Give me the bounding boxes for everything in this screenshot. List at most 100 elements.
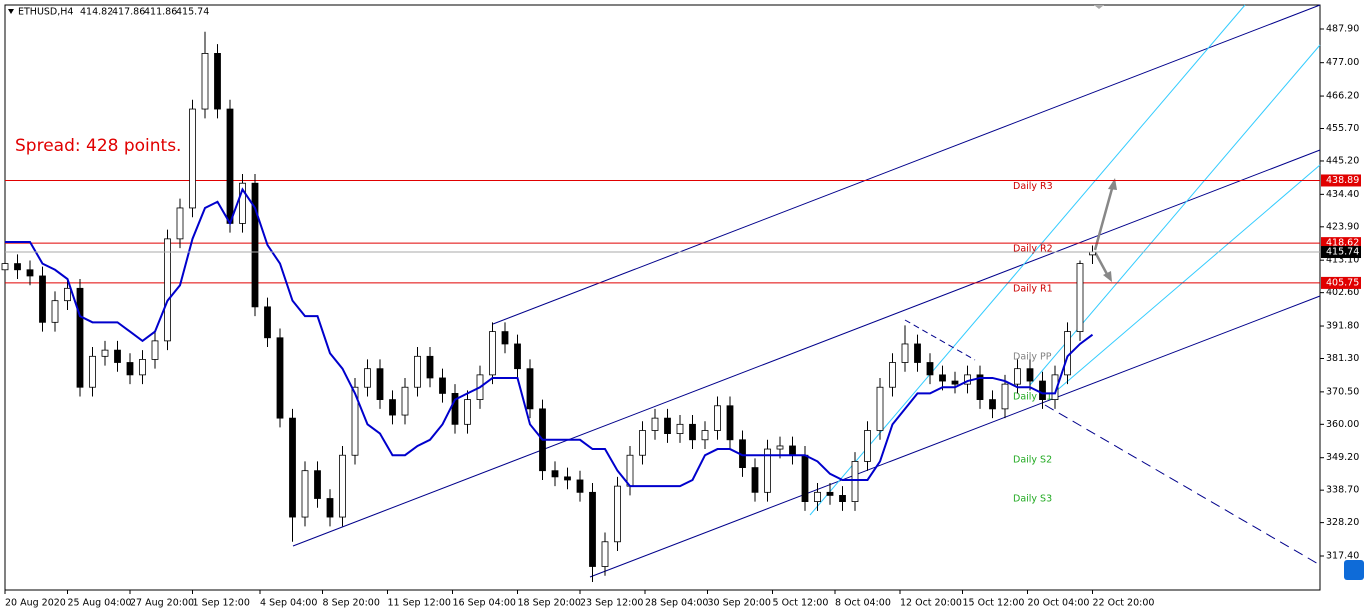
candle-body — [101, 349, 109, 357]
ohlc-low: 411.86 — [144, 7, 177, 18]
candle-body — [1076, 263, 1084, 332]
candle-body — [651, 417, 659, 431]
candle-body — [501, 331, 509, 345]
y-tick-label: 338.70 — [1326, 485, 1359, 496]
channel-line — [589, 295, 1321, 578]
candle-body — [451, 393, 459, 425]
y-tick-label: 455.70 — [1326, 123, 1359, 134]
level-tag-label: 438.89 — [1326, 175, 1359, 186]
candle-body — [151, 340, 159, 360]
x-tick-label: 1 Sep 12:00 — [193, 598, 250, 609]
x-tick-label: 27 Aug 20:00 — [130, 598, 194, 609]
candle-body — [1014, 368, 1021, 385]
candle-body — [89, 355, 96, 388]
candle-body — [351, 386, 359, 456]
candle-body — [589, 491, 596, 567]
arrow — [1093, 184, 1115, 251]
candle-body — [926, 362, 934, 376]
x-tick-label: 16 Sep 04:00 — [453, 598, 516, 609]
candle-body — [376, 368, 384, 400]
candle-body — [914, 343, 921, 363]
candle-body — [251, 182, 259, 308]
candle-body — [1, 263, 9, 271]
candle-body — [714, 405, 721, 431]
candle-body — [264, 306, 271, 339]
candle-body — [676, 423, 684, 434]
spread: Spread: 428 points. — [15, 136, 181, 156]
candle-body — [1039, 380, 1046, 400]
candle-body — [314, 470, 321, 499]
candle-body — [14, 263, 21, 271]
candle-body — [789, 445, 796, 456]
pivot-label: Daily R3 — [1013, 181, 1053, 192]
app-icon — [1344, 560, 1364, 580]
candle-body — [401, 386, 409, 416]
candle-body — [76, 287, 84, 388]
arrow-head — [1103, 271, 1112, 282]
x-tick-label: 8 Sep 20:00 — [323, 598, 380, 609]
candle-body — [176, 207, 184, 240]
y-tick-label: 402.60 — [1326, 287, 1359, 298]
y-tick-label: 360.00 — [1326, 419, 1359, 430]
dashed-line — [904, 319, 976, 361]
x-tick-label: 5 Oct 12:00 — [773, 598, 829, 609]
price-tag-label: 415.74 — [1326, 247, 1359, 258]
x-tick-label: 4 Sep 04:00 — [260, 598, 317, 609]
candle-body — [39, 275, 46, 323]
candle-body — [626, 454, 634, 487]
drawings — [8, 4, 1364, 580]
ohlc-close: 415.74 — [176, 7, 209, 18]
candle-body — [1026, 368, 1034, 382]
y-tick-label: 477.00 — [1326, 57, 1359, 68]
candle-body — [289, 417, 296, 518]
level-tag-label: 418.62 — [1326, 238, 1359, 249]
pivot-label: Daily R2 — [1013, 244, 1053, 255]
moving-average — [5, 187, 1094, 488]
x-tick-label: 23 Sep 12:00 — [580, 598, 643, 609]
price-tag — [1321, 246, 1361, 259]
level-tag-label: 405.75 — [1326, 277, 1359, 288]
x-tick-label: 11 Sep 12:00 — [388, 598, 451, 609]
candle-body — [164, 238, 171, 342]
candle-body — [901, 343, 909, 363]
y-tick-label: 391.80 — [1326, 321, 1359, 332]
pivot-label: Daily R1 — [1013, 283, 1053, 294]
candle-body — [876, 386, 884, 431]
candle-body — [189, 108, 196, 209]
candle-body — [801, 454, 809, 502]
y-tick-label: 328.20 — [1326, 517, 1359, 528]
candle-body — [114, 349, 121, 363]
y-tick-label: 423.90 — [1326, 221, 1359, 232]
shift-marker — [1094, 5, 1104, 9]
channel-line — [492, 4, 1321, 325]
x-tick-label: 20 Aug 2020 — [5, 598, 66, 609]
candle-body — [564, 476, 571, 481]
candle-body — [939, 374, 946, 382]
candle-body — [126, 362, 134, 376]
candle-body — [826, 491, 834, 496]
candle-body — [701, 430, 709, 441]
candle-body — [526, 368, 534, 410]
y-tick-label: 434.40 — [1326, 189, 1359, 200]
y-tick-label: 317.40 — [1326, 550, 1359, 561]
candle-body — [614, 485, 621, 543]
pivot-label: Daily S3 — [1013, 493, 1052, 504]
candle-body — [51, 300, 59, 323]
x-tick-label: 28 Sep 04:00 — [645, 598, 708, 609]
dashed-line — [1044, 404, 1321, 566]
y-tick-label: 349.20 — [1326, 452, 1359, 463]
candle-body — [951, 380, 959, 385]
arrow — [1093, 251, 1110, 277]
candle-body — [1001, 383, 1009, 410]
candle-body — [239, 182, 246, 224]
x-tick-label: 12 Oct 20:00 — [900, 598, 962, 609]
x-tick-label: 25 Aug 04:00 — [68, 598, 132, 609]
x-tick-label: 18 Sep 20:00 — [518, 598, 581, 609]
candle-body — [976, 374, 984, 400]
candle-body — [989, 399, 996, 410]
candle-body — [439, 377, 446, 394]
candle-body — [839, 495, 846, 502]
fan-line — [1054, 164, 1321, 393]
candle-body — [426, 355, 434, 379]
candle-body — [489, 331, 496, 376]
